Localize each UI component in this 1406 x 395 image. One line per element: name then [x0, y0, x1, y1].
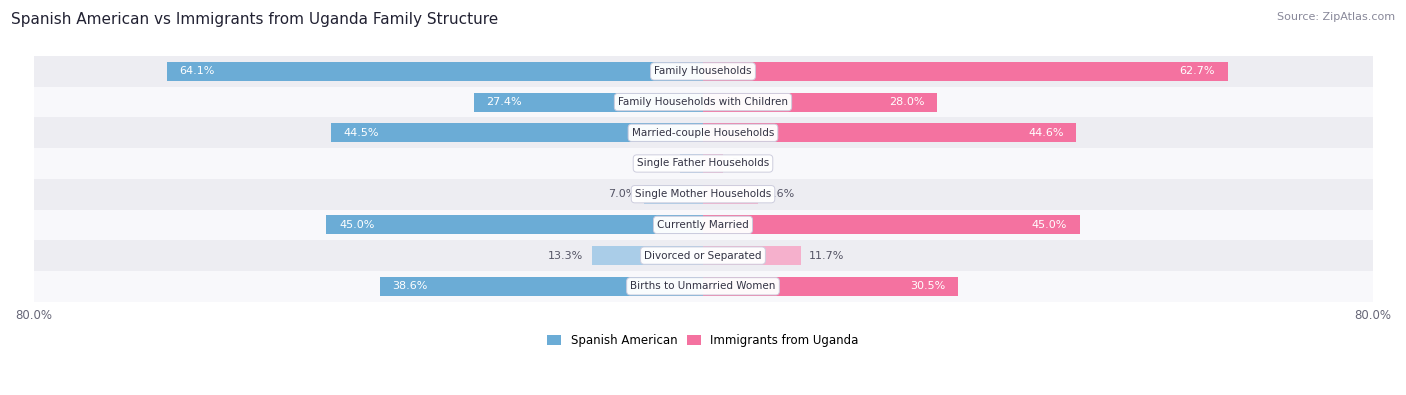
- Bar: [703, 62, 1227, 81]
- Text: Married-couple Households: Married-couple Households: [631, 128, 775, 138]
- Text: 2.4%: 2.4%: [731, 158, 761, 169]
- Bar: [644, 185, 703, 204]
- Text: Divorced or Separated: Divorced or Separated: [644, 250, 762, 261]
- Legend: Spanish American, Immigrants from Uganda: Spanish American, Immigrants from Uganda: [543, 329, 863, 352]
- Bar: [330, 123, 703, 142]
- Bar: [474, 92, 703, 112]
- Bar: [326, 215, 703, 234]
- Text: 64.1%: 64.1%: [179, 66, 215, 76]
- Bar: [166, 62, 703, 81]
- Bar: [703, 154, 723, 173]
- Text: 6.6%: 6.6%: [766, 189, 794, 199]
- Bar: [703, 215, 1080, 234]
- Text: 44.5%: 44.5%: [343, 128, 378, 138]
- Text: 27.4%: 27.4%: [486, 97, 522, 107]
- Text: 45.0%: 45.0%: [339, 220, 374, 230]
- Text: 38.6%: 38.6%: [392, 281, 427, 291]
- Bar: [34, 87, 1372, 117]
- Text: Births to Unmarried Women: Births to Unmarried Women: [630, 281, 776, 291]
- Bar: [34, 179, 1372, 209]
- Bar: [703, 92, 938, 112]
- Text: Currently Married: Currently Married: [657, 220, 749, 230]
- Text: 7.0%: 7.0%: [607, 189, 636, 199]
- Bar: [592, 246, 703, 265]
- Text: Single Mother Households: Single Mother Households: [636, 189, 770, 199]
- Bar: [703, 277, 959, 296]
- Text: 30.5%: 30.5%: [911, 281, 946, 291]
- Text: Source: ZipAtlas.com: Source: ZipAtlas.com: [1277, 12, 1395, 22]
- Text: Family Households: Family Households: [654, 66, 752, 76]
- Bar: [34, 271, 1372, 302]
- Text: Spanish American vs Immigrants from Uganda Family Structure: Spanish American vs Immigrants from Ugan…: [11, 12, 499, 27]
- Bar: [380, 277, 703, 296]
- Text: Single Father Households: Single Father Households: [637, 158, 769, 169]
- Text: 2.8%: 2.8%: [643, 158, 671, 169]
- Bar: [703, 123, 1076, 142]
- Bar: [703, 185, 758, 204]
- Bar: [34, 148, 1372, 179]
- Text: Family Households with Children: Family Households with Children: [619, 97, 787, 107]
- Bar: [679, 154, 703, 173]
- Bar: [34, 117, 1372, 148]
- Bar: [34, 209, 1372, 240]
- Text: 62.7%: 62.7%: [1180, 66, 1215, 76]
- Bar: [34, 240, 1372, 271]
- Text: 45.0%: 45.0%: [1032, 220, 1067, 230]
- Text: 13.3%: 13.3%: [548, 250, 583, 261]
- Text: 28.0%: 28.0%: [889, 97, 925, 107]
- Bar: [703, 246, 801, 265]
- Text: 11.7%: 11.7%: [810, 250, 845, 261]
- Text: 44.6%: 44.6%: [1028, 128, 1064, 138]
- Bar: [34, 56, 1372, 87]
